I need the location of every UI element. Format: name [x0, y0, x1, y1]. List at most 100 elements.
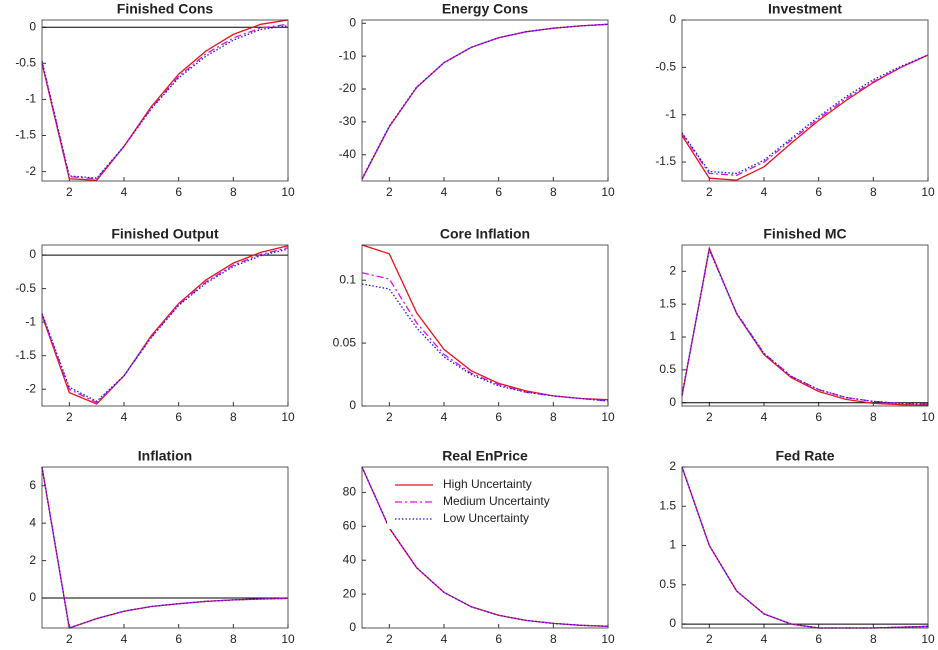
y-tick-label: 6 — [29, 478, 36, 492]
series-line — [361, 283, 609, 402]
y-tick-label: -1 — [25, 314, 36, 328]
y-tick-label: 0.1 — [339, 272, 356, 286]
x-tick-label: 10 — [601, 632, 615, 646]
x-tick-label: 4 — [121, 185, 128, 199]
y-tick-label: -0.5 — [15, 55, 36, 69]
series-line — [681, 54, 929, 175]
axes-box — [361, 466, 609, 629]
series-line — [41, 19, 289, 181]
y-tick-label: -2 — [25, 381, 36, 395]
y-tick-label: -1 — [665, 107, 676, 121]
axes-box — [681, 19, 929, 182]
panel-title: Core Inflation — [440, 226, 530, 242]
panel-title: Inflation — [138, 448, 192, 464]
panel-title: Finished MC — [763, 226, 846, 242]
x-tick-label: 2 — [66, 185, 73, 199]
x-tick-label: 8 — [550, 410, 557, 424]
y-tick-label: 0 — [669, 12, 676, 26]
panel-title: Real EnPrice — [442, 448, 528, 464]
axes-box — [41, 244, 289, 407]
y-tick-label: 0 — [669, 395, 676, 409]
y-tick-label: 4 — [29, 515, 36, 529]
x-tick-label: 6 — [495, 632, 502, 646]
series-line — [361, 23, 609, 180]
y-tick-label: -40 — [339, 147, 357, 161]
series-line — [361, 272, 609, 402]
x-tick-label: 4 — [441, 410, 448, 424]
y-tick-label: 0 — [29, 590, 36, 604]
y-tick-label: 0.05 — [333, 335, 357, 349]
legend-label: Medium Uncertainty — [443, 494, 550, 508]
y-tick-label: 1 — [669, 538, 676, 552]
x-tick-label: 8 — [550, 632, 557, 646]
y-tick-label: 0 — [29, 19, 36, 33]
x-tick-label: 10 — [281, 632, 295, 646]
y-tick-label: 1.5 — [659, 296, 676, 310]
y-tick-label: 40 — [343, 552, 357, 566]
y-tick-label: 0 — [349, 15, 356, 29]
axes-box — [361, 244, 609, 407]
series-line — [41, 23, 289, 180]
x-tick-label: 6 — [495, 185, 502, 199]
series-line — [41, 247, 289, 404]
series-line — [681, 54, 929, 181]
x-tick-label: 6 — [815, 632, 822, 646]
legend-label: High Uncertainty — [443, 477, 532, 491]
series-line — [361, 244, 609, 401]
x-tick-label: 8 — [230, 632, 237, 646]
x-tick-label: 2 — [386, 410, 393, 424]
x-tick-label: 8 — [870, 632, 877, 646]
y-tick-label: 0 — [29, 247, 36, 261]
x-tick-label: 8 — [230, 185, 237, 199]
series-line — [41, 466, 289, 629]
axes-box — [681, 466, 929, 629]
series-line — [681, 466, 929, 629]
x-tick-label: 2 — [386, 185, 393, 199]
y-tick-label: -1.5 — [15, 128, 36, 142]
x-tick-label: 6 — [175, 632, 182, 646]
x-tick-label: 4 — [441, 632, 448, 646]
y-tick-label: 0 — [349, 398, 356, 412]
panel-title: Fed Rate — [775, 448, 834, 464]
x-tick-label: 2 — [386, 632, 393, 646]
x-tick-label: 10 — [281, 410, 295, 424]
axes-box — [681, 244, 929, 407]
x-tick-label: 8 — [870, 185, 877, 199]
x-tick-label: 10 — [601, 185, 615, 199]
y-tick-label: -20 — [339, 81, 357, 95]
y-tick-label: 2 — [29, 553, 36, 567]
x-tick-label: 4 — [441, 185, 448, 199]
series-line — [681, 466, 929, 629]
series-line — [41, 466, 289, 629]
y-tick-label: 0 — [349, 620, 356, 634]
x-tick-label: 2 — [706, 632, 713, 646]
y-tick-label: -0.5 — [655, 60, 676, 74]
series-line — [361, 23, 609, 179]
panel-title: Finished Output — [111, 226, 219, 242]
y-tick-label: 2 — [669, 263, 676, 277]
x-tick-label: 2 — [706, 410, 713, 424]
legend-box — [387, 475, 583, 529]
x-tick-label: 8 — [870, 410, 877, 424]
axes-box — [361, 19, 609, 182]
series-line — [41, 245, 289, 405]
axes-box — [41, 19, 289, 182]
x-tick-label: 4 — [761, 632, 768, 646]
legend-label: Low Uncertainty — [443, 511, 529, 525]
y-tick-label: 0 — [669, 616, 676, 630]
panel-title: Investment — [768, 1, 842, 17]
x-tick-label: 2 — [66, 410, 73, 424]
y-tick-label: 1.5 — [659, 498, 676, 512]
y-tick-label: -1.5 — [655, 154, 676, 168]
y-tick-label: 60 — [343, 518, 357, 532]
x-tick-label: 6 — [175, 185, 182, 199]
y-tick-label: 0.5 — [659, 577, 676, 591]
x-tick-label: 2 — [706, 185, 713, 199]
series-line — [41, 248, 289, 403]
y-tick-label: -0.5 — [15, 281, 36, 295]
x-tick-label: 6 — [495, 410, 502, 424]
x-tick-label: 6 — [815, 185, 822, 199]
y-tick-label: -2 — [25, 164, 36, 178]
x-tick-label: 4 — [121, 632, 128, 646]
